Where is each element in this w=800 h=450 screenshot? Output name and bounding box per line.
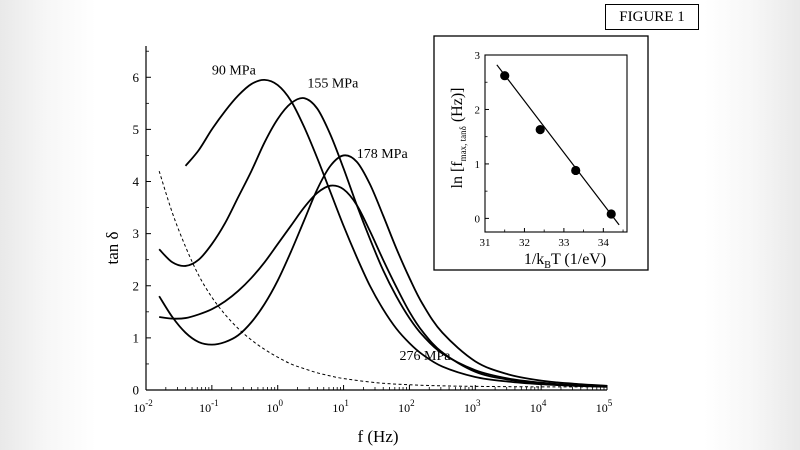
inset-x-tick-label: 31 (480, 237, 491, 249)
inset-y-tick-label: 1 (475, 159, 481, 171)
main-x-tick-label: 104 (530, 398, 547, 415)
series-annotation: 276 MPa (400, 349, 452, 364)
main-x-tick-label: 10-1 (199, 398, 219, 415)
main-x-tick-label: 100 (266, 398, 283, 415)
series-annotation: 90 MPa (212, 64, 257, 79)
main-y-tick-label: 2 (133, 278, 140, 293)
main-y-tick-label: 6 (133, 70, 140, 85)
series-annotation: 155 MPa (307, 77, 359, 92)
inset-y-tick-label: 2 (475, 104, 481, 116)
main-x-tick-label: 103 (464, 398, 481, 415)
main-y-tick-label: 0 (133, 383, 140, 398)
series-annotation: 178 MPa (357, 147, 409, 162)
main-y-tick-label: 1 (133, 330, 140, 345)
inset-y-tick-label: 0 (475, 213, 481, 225)
inset-y-tick-label: 3 (475, 50, 481, 62)
inset-data-point (606, 209, 616, 219)
inset-chart: 31 32 33 34 0 1 2 3 1/kBT (1/eV) ln [fmax, tanδ… (433, 35, 649, 271)
inset-x-axis-label: 1/kBT (1/eV) (524, 251, 606, 271)
inset-data-point (500, 71, 510, 81)
main-x-axis-label: f (Hz) (357, 427, 398, 446)
inset-fit-line (496, 64, 620, 226)
series-line-3 (158, 154, 608, 387)
series-line-2 (158, 97, 608, 388)
inset-data-point (535, 125, 545, 135)
main-x-tick-label: 10-2 (133, 398, 153, 415)
inset-y-axis-label: ln [fmax, tanδ (Hz)] (449, 88, 468, 189)
inset-plot-frame (484, 54, 628, 233)
inset-x-tick-label: 32 (519, 237, 530, 249)
inset-x-tick-label: 33 (558, 237, 570, 249)
main-y-axis-label: tan δ (103, 231, 122, 264)
main-y-tick-label: 3 (133, 226, 140, 241)
main-x-tick-label: 101 (332, 398, 349, 415)
inset-frame (433, 35, 649, 271)
main-y-tick-label: 4 (133, 174, 140, 189)
inset-x-tick-label: 34 (598, 237, 610, 249)
main-x-tick-label: 105 (596, 398, 613, 415)
figure-label: FIGURE 1 (605, 4, 699, 30)
series-line-4 (159, 184, 608, 388)
dashed-reference-line (158, 170, 608, 388)
main-y-tick-label: 5 (133, 122, 140, 137)
inset-data-point (571, 165, 581, 176)
series-line-1 (184, 78, 608, 388)
main-x-tick-label: 102 (398, 398, 415, 415)
